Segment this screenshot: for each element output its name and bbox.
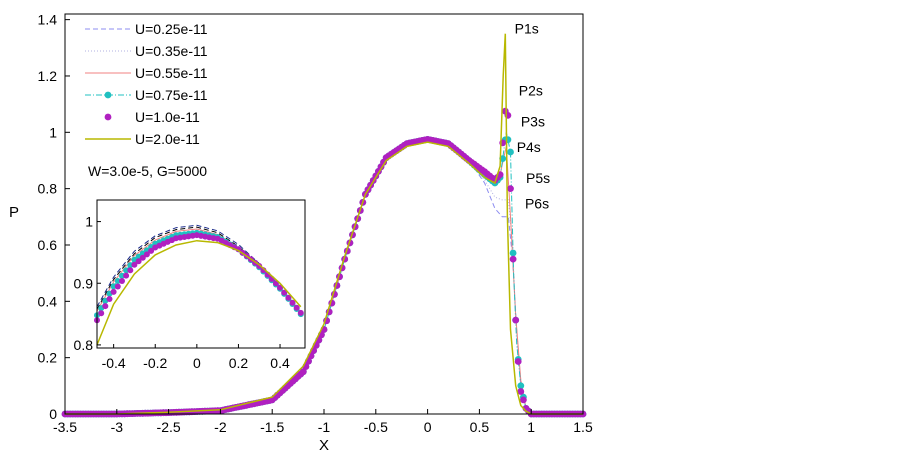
data-point bbox=[127, 267, 134, 274]
data-point bbox=[514, 358, 522, 365]
data-point bbox=[98, 310, 105, 317]
y-tick-label: 1.2 bbox=[38, 68, 58, 84]
inset-x-tick-label: 0.4 bbox=[270, 355, 290, 371]
y-tick-label: 0 bbox=[49, 406, 57, 422]
legend-entry: U=1.0e-11 bbox=[104, 109, 200, 125]
x-tick-label: -3 bbox=[111, 419, 124, 435]
data-point bbox=[139, 254, 146, 261]
data-point bbox=[299, 368, 307, 376]
data-point bbox=[123, 272, 130, 279]
data-point bbox=[148, 247, 155, 254]
legend-entry: U=2.0e-11 bbox=[85, 131, 200, 147]
y-tick-label: 0.8 bbox=[38, 181, 58, 197]
inset-y-axis-ticks: 0.8 0.9 1 bbox=[74, 214, 101, 353]
data-point bbox=[507, 148, 514, 156]
data-point bbox=[509, 249, 517, 257]
inset-x-axis-ticks: -0.4 -0.2 0 0.2 0.4 bbox=[102, 344, 290, 371]
data-point bbox=[507, 185, 514, 193]
legend-marker bbox=[104, 91, 112, 99]
inset-x-tick-label: -0.4 bbox=[102, 355, 126, 371]
x-tick-label: 0.5 bbox=[470, 419, 490, 435]
series-line bbox=[65, 33, 583, 415]
series-line bbox=[65, 132, 583, 415]
inset-series-group bbox=[94, 224, 304, 346]
data-point bbox=[281, 289, 288, 296]
data-point bbox=[119, 278, 125, 284]
x-tick-label: -3.5 bbox=[53, 419, 77, 435]
x-tick-label: -2 bbox=[214, 419, 227, 435]
y-axis-label: P bbox=[9, 204, 19, 221]
data-point bbox=[285, 294, 292, 301]
inset-y-tick-label: 0.9 bbox=[74, 275, 94, 291]
legend: U=0.25e-11 U=0.35e-11 U=0.55e-11 U=0.75e-11… bbox=[85, 21, 208, 147]
legend-entry: U=0.75e-11 bbox=[85, 87, 208, 103]
x-tick-label: -2.5 bbox=[157, 419, 181, 435]
data-point bbox=[135, 258, 142, 265]
legend-entry: U=0.55e-11 bbox=[85, 65, 208, 81]
y-tick-label: 0.6 bbox=[38, 237, 58, 253]
peak-label: P6s bbox=[525, 195, 549, 211]
series-line bbox=[96, 224, 302, 314]
legend-label: U=0.35e-11 bbox=[135, 43, 208, 59]
data-point bbox=[517, 388, 525, 395]
y-tick-label: 0.4 bbox=[38, 293, 58, 309]
series-u-0-35e-11 bbox=[96, 226, 302, 314]
inset-y-tick-label: 1 bbox=[85, 214, 93, 230]
peak-label: P1s bbox=[515, 21, 539, 37]
data-point bbox=[289, 299, 296, 306]
x-tick-label: -0.5 bbox=[364, 419, 388, 435]
y-tick-label: 1.4 bbox=[38, 12, 58, 28]
x-tick-label: 0 bbox=[424, 419, 432, 435]
x-tick-label: 1.5 bbox=[573, 419, 593, 435]
main-plot: -3.5 -3 -2.5 -2 -1.5 -1 -0.5 0 0.5 1 1.5 0 0.2 0.4 0.… bbox=[9, 12, 593, 454]
y-tick-label: 0.2 bbox=[38, 350, 58, 366]
inset-x-tick-label: 0.2 bbox=[229, 355, 249, 371]
inset-x-tick-label: -0.2 bbox=[143, 355, 167, 371]
legend-entry: U=0.35e-11 bbox=[85, 43, 208, 59]
x-tick-label: -1 bbox=[318, 419, 331, 435]
y-tick-label: 1 bbox=[49, 124, 57, 140]
series-u-0-25e-11 bbox=[96, 224, 302, 314]
x-axis-label: X bbox=[319, 437, 329, 454]
legend-label: U=2.0e-11 bbox=[135, 131, 200, 147]
data-point bbox=[517, 382, 525, 390]
series-line bbox=[96, 239, 302, 346]
inset-frame bbox=[96, 199, 306, 349]
data-point bbox=[293, 304, 300, 311]
x-tick-label: 1 bbox=[527, 419, 535, 435]
inset-plot: -0.4 -0.2 0 0.2 0.4 0.8 0.9 1 bbox=[74, 199, 306, 371]
inset-x-tick-label: 0 bbox=[193, 355, 201, 371]
data-point bbox=[520, 396, 527, 404]
series-u-2-0e-11 bbox=[65, 33, 583, 415]
data-point bbox=[110, 288, 117, 295]
peak-labels: P1s P2s P3s P4s P5s P6s bbox=[515, 21, 551, 212]
x-axis-ticks: -3.5 -3 -2.5 -2 -1.5 -1 -0.5 0 0.5 1 1.5 bbox=[53, 409, 593, 435]
data-point bbox=[143, 251, 150, 258]
data-point bbox=[114, 278, 121, 284]
peak-label: P3s bbox=[521, 114, 545, 130]
data-point bbox=[102, 303, 109, 310]
legend-label: U=0.25e-11 bbox=[135, 21, 208, 37]
inset-y-tick-label: 0.8 bbox=[74, 337, 94, 353]
legend-label: U=0.55e-11 bbox=[135, 65, 208, 81]
data-point bbox=[114, 283, 121, 290]
annotation-text: W=3.0e-5, G=5000 bbox=[88, 163, 207, 179]
legend-entry: U=0.25e-11 bbox=[85, 21, 208, 37]
series-u-2-0e-11 bbox=[96, 239, 302, 346]
data-point bbox=[297, 309, 304, 316]
legend-marker bbox=[104, 113, 112, 121]
peak-label: P2s bbox=[519, 83, 543, 99]
data-point bbox=[509, 255, 517, 263]
x-tick-label: -1.5 bbox=[260, 419, 284, 435]
data-point bbox=[512, 316, 520, 324]
series-line bbox=[96, 226, 302, 314]
legend-label: U=1.0e-11 bbox=[135, 109, 200, 125]
legend-label: U=0.75e-11 bbox=[135, 87, 208, 103]
y-axis-ticks: 0 0.2 0.4 0.6 0.8 1 1.2 1.4 bbox=[38, 12, 70, 422]
data-point bbox=[131, 261, 138, 268]
peak-label: P5s bbox=[526, 170, 550, 186]
data-point bbox=[106, 296, 113, 302]
peak-label: P4s bbox=[517, 139, 541, 155]
